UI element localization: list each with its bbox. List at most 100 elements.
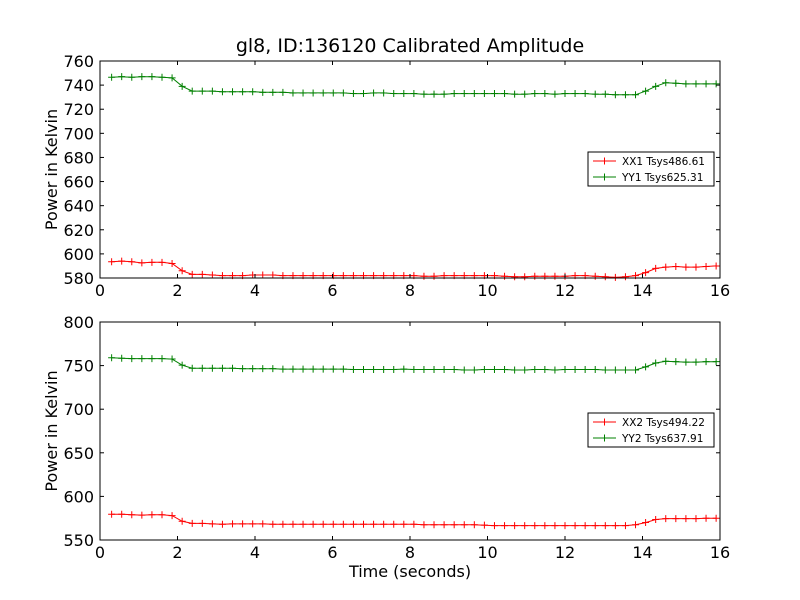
data-point [400, 365, 408, 373]
x-tick-label: 4 [250, 543, 260, 562]
data-point [511, 522, 519, 530]
data-point [430, 90, 438, 98]
data-point [501, 272, 509, 280]
x-tick-label: 12 [555, 281, 575, 300]
data-point [309, 365, 317, 373]
data-point [309, 89, 317, 97]
data-point [188, 364, 196, 372]
data-point [702, 358, 710, 366]
data-point [178, 517, 186, 525]
data-point [621, 91, 629, 99]
data-point [430, 366, 438, 374]
data-point [188, 87, 196, 95]
data-point [591, 366, 599, 374]
data-point [339, 89, 347, 97]
data-point [662, 357, 670, 365]
data-point [450, 366, 458, 374]
y-tick-label: 680 [63, 148, 94, 167]
y-tick-label: 720 [63, 100, 94, 119]
data-point [470, 90, 478, 98]
data-point [581, 366, 589, 374]
data-point [360, 366, 367, 374]
data-point [541, 272, 549, 280]
data-point [108, 354, 116, 362]
data-point [591, 522, 599, 530]
data-point [319, 520, 327, 528]
x-tick-label: 8 [405, 543, 415, 562]
legend-label-0: XX2 Tsys494.22 [622, 417, 705, 429]
x-tick-label: 4 [250, 281, 260, 300]
data-point [269, 365, 277, 373]
data-point [652, 82, 660, 90]
data-point [712, 80, 720, 88]
x-tick-label: 16 [710, 281, 730, 300]
data-point [158, 355, 166, 363]
data-point [571, 90, 579, 98]
data-point [591, 272, 599, 280]
data-point [692, 80, 700, 88]
x-tick-label: 2 [172, 281, 182, 300]
data-point [128, 258, 136, 266]
x-tick-label: 2 [172, 543, 182, 562]
y-tick-label: 660 [63, 173, 94, 192]
data-point [702, 263, 710, 271]
data-point [138, 73, 146, 81]
data-point [420, 521, 428, 529]
y-tick-label: 700 [63, 124, 94, 143]
y-tick-label: 650 [63, 444, 94, 463]
x-tick-label: 12 [555, 543, 575, 562]
data-point [672, 263, 680, 271]
data-point [198, 270, 206, 278]
data-point [460, 90, 468, 98]
data-point [601, 90, 609, 98]
data-point [601, 366, 609, 374]
data-point [178, 82, 186, 90]
data-point [652, 264, 660, 272]
x-tick-label: 10 [477, 281, 497, 300]
data-point [229, 88, 237, 96]
x-axis-label: Time (seconds) [348, 562, 471, 581]
data-point [682, 358, 690, 366]
data-point [440, 90, 448, 98]
data-point [188, 270, 196, 278]
data-point [208, 364, 216, 372]
data-point [138, 511, 146, 519]
data-point [108, 258, 116, 266]
data-point [400, 520, 408, 528]
data-point [188, 519, 196, 527]
data-point [501, 522, 509, 530]
legend-marker-1 [601, 434, 608, 442]
data-point [178, 267, 186, 275]
data-point [349, 90, 357, 98]
data-point [279, 365, 287, 373]
data-point [581, 522, 589, 530]
data-point [662, 79, 670, 87]
data-point [642, 87, 650, 95]
data-point [198, 519, 206, 527]
data-point [319, 89, 327, 97]
data-point [430, 521, 438, 529]
data-point [611, 91, 619, 99]
data-point [249, 520, 257, 528]
data-point [712, 262, 720, 270]
data-point [652, 359, 660, 367]
data-point [289, 520, 297, 528]
data-point [390, 90, 398, 98]
data-point [501, 366, 509, 374]
data-point [611, 273, 619, 281]
data-point [531, 522, 539, 530]
data-point [269, 271, 277, 279]
data-point [168, 260, 176, 268]
data-point [440, 521, 448, 529]
data-point [511, 90, 519, 98]
data-point [551, 366, 559, 374]
data-point [521, 90, 529, 98]
data-point [198, 87, 206, 95]
data-point [329, 520, 337, 528]
y-axis-label: Power in Kelvin [42, 109, 61, 230]
data-point [319, 365, 327, 373]
data-point [672, 358, 680, 366]
data-point [259, 520, 267, 528]
data-point [511, 273, 519, 281]
